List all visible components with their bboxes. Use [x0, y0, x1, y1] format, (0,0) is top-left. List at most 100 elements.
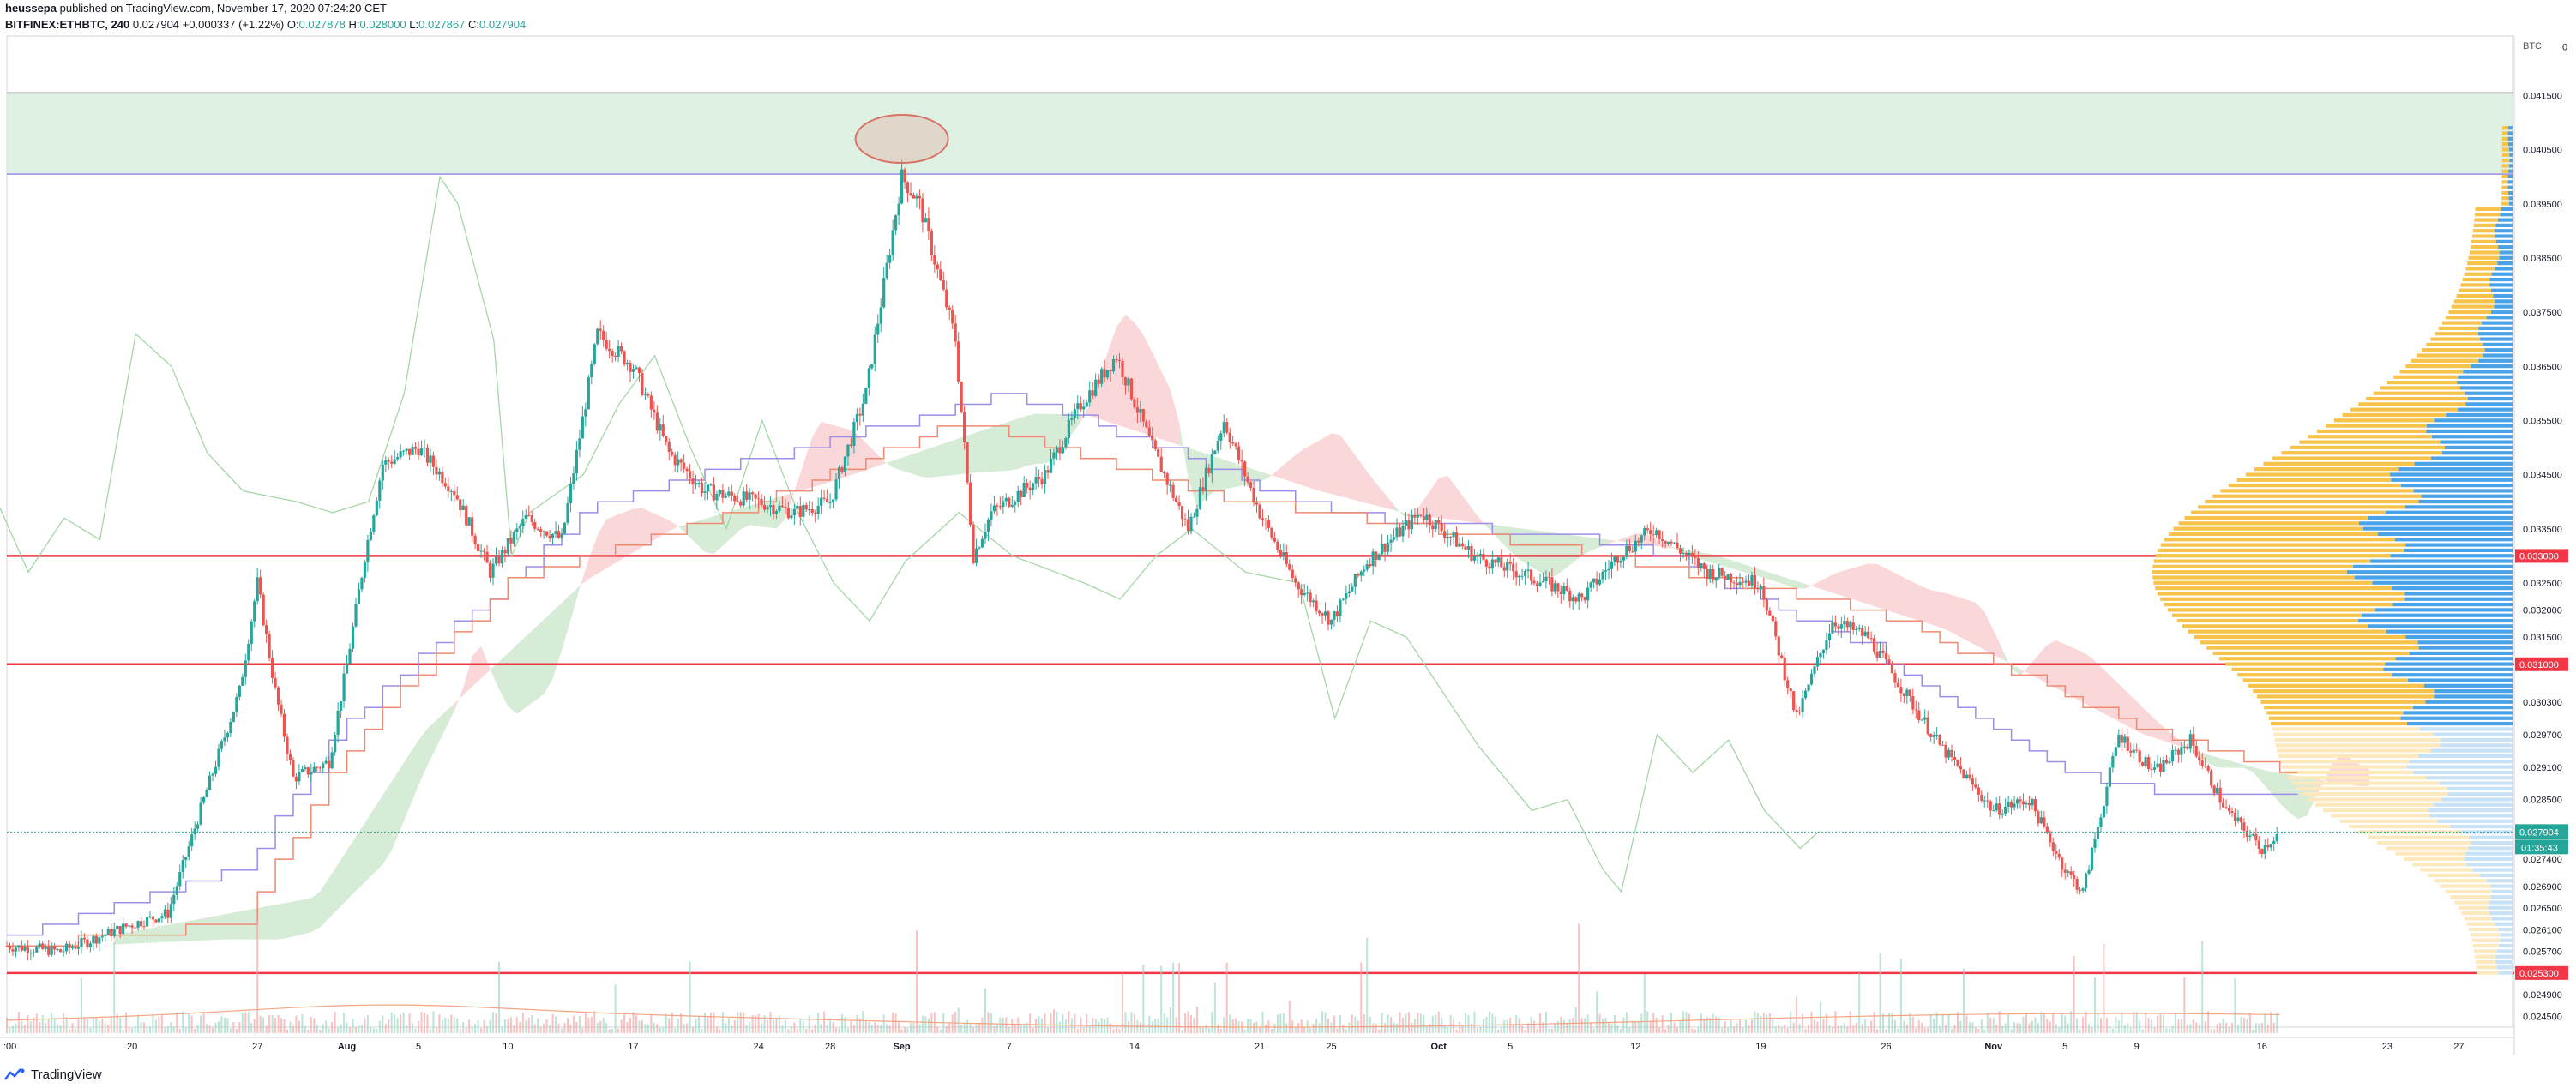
volume-bar: [1905, 1024, 1908, 1033]
candle-body: [360, 577, 364, 590]
volume-bar: [856, 1014, 858, 1033]
volume-bar: [2133, 1011, 2135, 1033]
volume-bar: [1372, 1023, 1375, 1033]
candle-body: [1037, 477, 1041, 479]
vp-bar-sell: [2408, 678, 2513, 682]
candle-body: [1333, 611, 1336, 620]
volume-bar: [1405, 1013, 1407, 1033]
volume-bar: [805, 1029, 808, 1033]
candle-body: [336, 710, 340, 736]
vp-bar-buy: [2281, 765, 2407, 769]
volume-bar: [45, 1022, 47, 1033]
candle-body: [1601, 571, 1604, 580]
candle-body: [1312, 600, 1315, 603]
candle-body: [1911, 696, 1915, 710]
volume-bar: [2207, 1011, 2210, 1033]
volume-bar: [21, 1021, 23, 1033]
volume-bar: [719, 1029, 721, 1033]
candle-body: [1061, 447, 1065, 454]
vp-bar-buy: [2450, 895, 2491, 899]
volume-bar: [1318, 1023, 1321, 1033]
volume-bar: [495, 1013, 497, 1033]
candle-body: [1771, 615, 1774, 622]
volume-bar: [125, 1012, 128, 1033]
volume-bar: [11, 1025, 14, 1033]
volume-bar: [1697, 1026, 1700, 1033]
high-value: 0.028000: [359, 18, 406, 31]
candle-body: [318, 767, 322, 769]
candle-body: [1803, 690, 1808, 699]
vp-bar-buy: [2368, 835, 2469, 839]
volume-bar: [164, 1027, 166, 1033]
volume-bar: [1560, 1016, 1562, 1033]
vp-bar-buy: [2167, 608, 2376, 612]
candle-body: [26, 947, 29, 953]
author-name[interactable]: heussepa: [5, 2, 57, 15]
vp-bar-sell: [2439, 743, 2513, 748]
candle-body: [524, 514, 527, 520]
candle-body: [1153, 440, 1157, 449]
candle-body: [2033, 799, 2037, 812]
candle-body: [2105, 786, 2109, 806]
tradingview-logo[interactable]: TradingView: [3, 1065, 102, 1084]
symbol-name[interactable]: BITFINEX:ETHBTC, 240: [5, 18, 130, 31]
volume-bar: [1264, 1025, 1267, 1033]
candle-body: [2188, 734, 2192, 749]
volume-bar: [2228, 1026, 2230, 1033]
volume-bar: [898, 1022, 900, 1033]
candle-body: [402, 450, 406, 452]
volume-bar: [2088, 1024, 2091, 1033]
candle-body: [1064, 438, 1068, 448]
vp-bar-buy: [2272, 456, 2431, 460]
candle-body: [205, 790, 208, 798]
candle-body: [948, 307, 951, 310]
vp-bar-sell: [2495, 959, 2513, 965]
volume-bar: [337, 1027, 340, 1033]
candle-body: [545, 531, 549, 536]
candle-body: [1932, 735, 1935, 737]
volume-bar: [581, 1027, 584, 1033]
candle-body: [727, 491, 731, 496]
volume-bar: [2201, 941, 2204, 1033]
candle-body: [533, 521, 537, 529]
candle-body: [1935, 735, 1939, 736]
volume-bar: [492, 1012, 495, 1033]
volume-bar: [1715, 1016, 1718, 1033]
vp-bar-sell: [2417, 640, 2513, 645]
volume-bar: [1213, 982, 1216, 1033]
candle-body: [82, 937, 87, 940]
candle-body: [1613, 556, 1616, 562]
candle-body: [184, 857, 188, 860]
candle-body: [1171, 484, 1175, 498]
vp-bar-sell: [2498, 943, 2513, 948]
volume-bar: [154, 1019, 157, 1033]
volume-bar: [1921, 1022, 1923, 1033]
candle-body: [1706, 568, 1709, 580]
volume-bar: [1384, 1023, 1387, 1033]
volume-bar: [101, 1019, 104, 1033]
volume-bar: [128, 1026, 130, 1033]
vp-bar-buy: [2501, 142, 2509, 147]
candle-body: [590, 363, 593, 378]
volume-bar: [1321, 1011, 1324, 1033]
volume-bar: [683, 1024, 685, 1033]
volume-bar: [319, 1029, 322, 1033]
candle-body: [578, 438, 581, 450]
candle-body: [2210, 770, 2213, 786]
candle-body: [110, 929, 113, 936]
candle-body: [1917, 710, 1921, 720]
volume-bar: [1989, 1017, 1992, 1033]
candle-body: [1288, 563, 1291, 570]
volume-bar: [1207, 1028, 1210, 1033]
vp-bar-sell: [2507, 185, 2513, 189]
candle-body: [1583, 597, 1586, 601]
candle-body: [1607, 568, 1610, 571]
volume-bar: [906, 1028, 909, 1033]
vp-bar-buy: [2501, 136, 2508, 141]
candle-body: [1694, 556, 1697, 558]
vp-bar-sell: [2464, 857, 2513, 862]
plot-area: [6, 35, 2513, 1028]
candle-body: [1381, 544, 1384, 555]
candle-body: [2206, 766, 2210, 771]
